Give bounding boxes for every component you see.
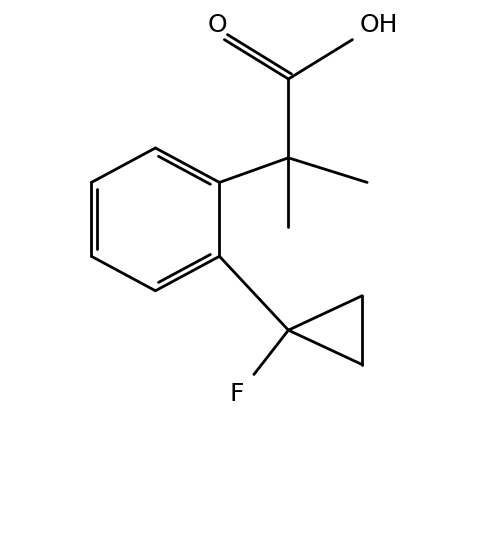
Text: F: F bbox=[230, 382, 244, 406]
Text: OH: OH bbox=[360, 13, 398, 37]
Text: O: O bbox=[207, 13, 227, 37]
